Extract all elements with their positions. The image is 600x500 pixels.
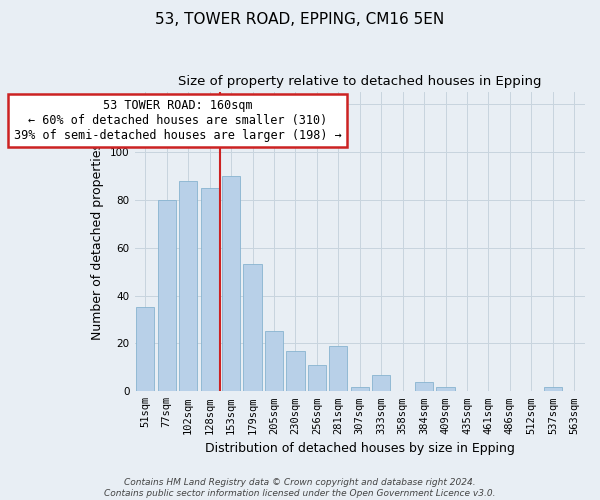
Text: 53 TOWER ROAD: 160sqm
← 60% of detached houses are smaller (310)
39% of semi-det: 53 TOWER ROAD: 160sqm ← 60% of detached … — [14, 99, 341, 142]
Bar — [415, 382, 433, 392]
Text: Contains HM Land Registry data © Crown copyright and database right 2024.
Contai: Contains HM Land Registry data © Crown c… — [104, 478, 496, 498]
Bar — [286, 350, 305, 392]
X-axis label: Distribution of detached houses by size in Epping: Distribution of detached houses by size … — [205, 442, 515, 455]
Bar — [265, 332, 283, 392]
Bar — [350, 386, 369, 392]
Bar — [158, 200, 176, 392]
Bar — [372, 374, 391, 392]
Y-axis label: Number of detached properties: Number of detached properties — [91, 143, 104, 340]
Text: 53, TOWER ROAD, EPPING, CM16 5EN: 53, TOWER ROAD, EPPING, CM16 5EN — [155, 12, 445, 28]
Bar — [308, 365, 326, 392]
Bar — [200, 188, 219, 392]
Bar — [222, 176, 240, 392]
Title: Size of property relative to detached houses in Epping: Size of property relative to detached ho… — [178, 75, 542, 88]
Bar — [436, 386, 455, 392]
Bar — [179, 180, 197, 392]
Bar — [244, 264, 262, 392]
Bar — [544, 386, 562, 392]
Bar — [136, 308, 154, 392]
Bar — [329, 346, 347, 392]
